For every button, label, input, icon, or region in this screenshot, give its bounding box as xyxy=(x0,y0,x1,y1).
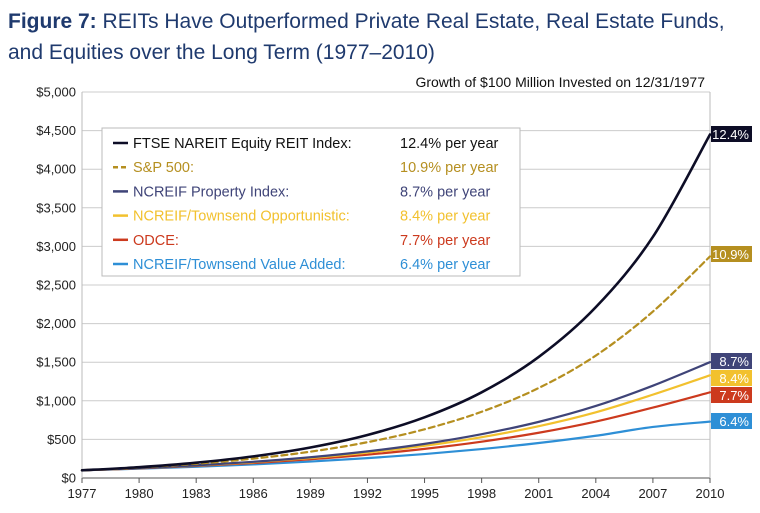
x-tick-label: 2001 xyxy=(524,486,553,501)
legend-box xyxy=(101,127,521,277)
y-tick-label: $500 xyxy=(47,432,76,447)
x-tick-label: 2007 xyxy=(638,486,667,501)
y-tick-label: $3,500 xyxy=(36,200,76,215)
y-axis: $0 $500 $1,000 $1,500 $2,000 $2,500 $3,000 $3,5… xyxy=(36,85,76,486)
end-label: 8.7% xyxy=(719,354,749,369)
legend-entry-rate: 8.4% per year xyxy=(400,209,490,225)
x-tick-label: 1995 xyxy=(410,486,439,501)
end-label: 7.7% xyxy=(719,388,749,403)
end-label-box xyxy=(711,370,752,386)
y-tick-label: $3,000 xyxy=(36,239,76,254)
y-tick-label: $5,000 xyxy=(36,85,76,100)
x-tick-label: 2010 xyxy=(696,486,725,501)
y-tick-label: $1,500 xyxy=(36,355,76,370)
legend: FTSE NAREIT Equity REIT Index: 12.4% per … xyxy=(101,127,521,277)
legend-entry-name: ODCE: xyxy=(133,233,179,249)
legend-entry-rate: 12.4% per year xyxy=(400,136,499,152)
x-tick-label: 2004 xyxy=(581,486,610,501)
chart-title: Figure 7: REITs Have Outperformed Privat… xyxy=(8,6,748,68)
legend-entry-rate: 7.7% per year xyxy=(400,233,490,249)
legend-entry-rate: 10.9% per year xyxy=(400,160,499,176)
figure-title-text: REITs Have Outperformed Private Real Est… xyxy=(8,10,725,64)
y-tick-label: $4,000 xyxy=(36,162,76,177)
x-tick-label: 1998 xyxy=(467,486,496,501)
legend-entry-name: S&P 500: xyxy=(133,160,194,176)
series-line xyxy=(80,420,712,472)
end-label-box xyxy=(711,353,752,369)
x-tick-label: 1977 xyxy=(68,486,97,501)
y-tick-label: $2,000 xyxy=(36,316,76,331)
x-tick-label: 1986 xyxy=(239,486,268,501)
y-tick-label: $4,500 xyxy=(36,123,76,138)
figure-label: Figure 7: xyxy=(8,10,97,33)
legend-entry-name: NCREIF/Townsend Value Added: xyxy=(133,257,346,273)
end-label: 8.4% xyxy=(719,371,749,386)
x-tick-label: 1983 xyxy=(182,486,211,501)
legend-entry-name: NCREIF/Townsend Opportunistic: xyxy=(133,209,350,225)
series-line xyxy=(80,361,712,472)
series-line xyxy=(80,391,712,472)
end-label-box xyxy=(711,413,752,429)
y-tick-label: $0 xyxy=(62,471,76,486)
end-label: 6.4% xyxy=(719,414,749,429)
end-label-box xyxy=(711,387,752,403)
end-label-box xyxy=(711,126,752,142)
end-labels: 12.4% 10.9% 8.7% 8.4% 7.7% 6.4% xyxy=(711,126,752,429)
legend-entry-rate: 6.4% per year xyxy=(400,257,490,273)
series-lines xyxy=(80,133,712,472)
y-tick-label: $2,500 xyxy=(36,278,76,293)
legend-entry-name: NCREIF Property Index: xyxy=(133,184,289,200)
end-label: 12.4% xyxy=(712,127,749,142)
x-tick-label: 1980 xyxy=(125,486,154,501)
series-line xyxy=(80,133,712,472)
series-line xyxy=(80,255,712,472)
end-label: 10.9% xyxy=(712,247,749,262)
x-axis: 1977 1980 1983 1986 1989 1992 1995 1998 2001 2004… xyxy=(68,478,725,501)
legend-entry-rate: 8.7% per year xyxy=(400,184,490,200)
chart-subtitle: Growth of $100 Million Invested on 12/31… xyxy=(415,74,705,90)
end-label-box xyxy=(711,246,752,262)
x-tick-label: 1992 xyxy=(353,486,382,501)
y-tick-label: $1,000 xyxy=(36,393,76,408)
x-tick-label: 1989 xyxy=(296,486,325,501)
legend-entry-name: FTSE NAREIT Equity REIT Index: xyxy=(133,136,352,152)
